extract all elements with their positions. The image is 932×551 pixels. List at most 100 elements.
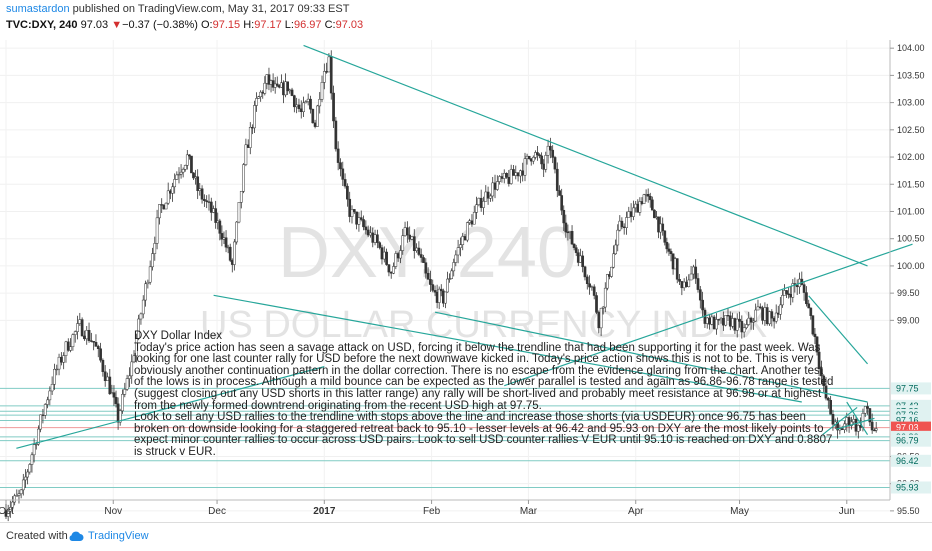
candle-body [153, 243, 157, 254]
close-value: 97.03 [335, 19, 364, 31]
candle-body [489, 195, 492, 199]
candle-body [387, 264, 391, 273]
trendline[interactable] [822, 406, 858, 436]
candle-body [87, 330, 91, 341]
candle-body [505, 172, 508, 178]
candle-body [472, 212, 476, 225]
candle-body [493, 182, 497, 190]
candle-body [873, 429, 876, 432]
candle-body [171, 186, 174, 194]
candle-body [531, 157, 535, 162]
trendline[interactable] [16, 366, 325, 449]
price-marker-tag [891, 454, 931, 467]
candle-body [248, 126, 252, 148]
candle-body [80, 319, 84, 337]
trendline[interactable] [846, 401, 869, 435]
candle-body [6, 510, 10, 517]
candle-body [756, 306, 760, 311]
candle-body [549, 145, 552, 151]
candle-body [198, 188, 202, 191]
candle-body [118, 410, 122, 423]
candle-body [366, 229, 370, 236]
candle-body [309, 98, 312, 110]
candle-body [406, 227, 409, 236]
candle-body [339, 162, 342, 170]
trendline[interactable] [213, 294, 802, 403]
tradingview-cloud-icon[interactable] [68, 530, 84, 542]
trendline[interactable] [836, 417, 875, 430]
candlestick-series [4, 50, 878, 522]
candle-body [785, 290, 788, 295]
time-axis[interactable]: Oct Nov Dec 2017 Feb Mar Apr May Jun [0, 500, 855, 517]
candle-body [603, 287, 607, 308]
candle-body [829, 399, 832, 415]
candle-body [73, 331, 77, 335]
candle-body [620, 220, 624, 228]
candle-body [160, 204, 164, 206]
candle-body [376, 234, 379, 243]
candle-body [166, 190, 170, 204]
footer: Created with TradingView [0, 522, 932, 551]
author-link[interactable]: sumastardon [6, 3, 70, 15]
candle-body [813, 333, 817, 338]
candle-body [560, 195, 564, 211]
candle-body [316, 105, 319, 127]
candle-body [632, 207, 635, 217]
trendline[interactable] [434, 311, 868, 403]
candle-body [357, 217, 361, 225]
tradingview-link[interactable]: TradingView [88, 530, 149, 542]
time-tick-label: Jun [839, 506, 855, 517]
candle-body [715, 319, 718, 330]
candle-body [583, 266, 587, 278]
candle-body [675, 258, 679, 280]
candle-body [770, 311, 774, 319]
candle-body [125, 378, 129, 390]
price-tick-label: 100.50 [897, 234, 925, 244]
candle-body [39, 414, 42, 430]
time-tick-label: Oct [0, 506, 14, 517]
candle-body [322, 71, 326, 83]
symbol-label[interactable]: TVC:DXY, 240 [6, 19, 78, 31]
candle-body [220, 233, 224, 240]
trendlines[interactable] [16, 44, 913, 449]
candle-body [359, 217, 363, 220]
candle-body [288, 89, 292, 92]
trendline[interactable] [504, 243, 913, 387]
candle-body [62, 355, 66, 363]
candle-body [32, 444, 36, 456]
created-with-label: Created with [6, 530, 68, 542]
candle-body [355, 211, 358, 225]
trendline[interactable] [808, 295, 868, 365]
candle-body [422, 257, 425, 263]
candle-body [854, 419, 858, 432]
candle-body [599, 307, 603, 329]
candle-body [456, 247, 460, 256]
candle-body [378, 242, 382, 248]
price-marker-label: 97.75 [896, 383, 919, 393]
candle-body [731, 318, 734, 327]
candle-body [588, 283, 591, 288]
candle-body [665, 242, 669, 250]
candle-body [139, 313, 143, 320]
open-label: O: [200, 19, 213, 31]
candle-body [519, 170, 522, 177]
time-tick-label: Feb [423, 506, 441, 517]
candle-body [698, 289, 702, 301]
candle-body [19, 489, 23, 495]
trendline[interactable] [303, 44, 868, 267]
candle-body [468, 220, 471, 223]
open-value: 97.15 [212, 19, 241, 31]
candle-body [486, 191, 490, 199]
candle-body [514, 172, 518, 176]
candle-body [66, 341, 70, 351]
candle-body [625, 217, 628, 228]
candle-body [259, 91, 263, 98]
candle-body [509, 169, 513, 184]
candle-body [263, 82, 267, 94]
candle-body [705, 317, 709, 324]
candle-body [396, 253, 400, 259]
price-chart[interactable]: DXY, 240 US DOLLAR CURRENCY INDEX 104.00… [0, 40, 932, 522]
candle-body [144, 283, 147, 301]
time-tick-label: Dec [208, 506, 226, 517]
price-marker-tag [891, 434, 931, 447]
